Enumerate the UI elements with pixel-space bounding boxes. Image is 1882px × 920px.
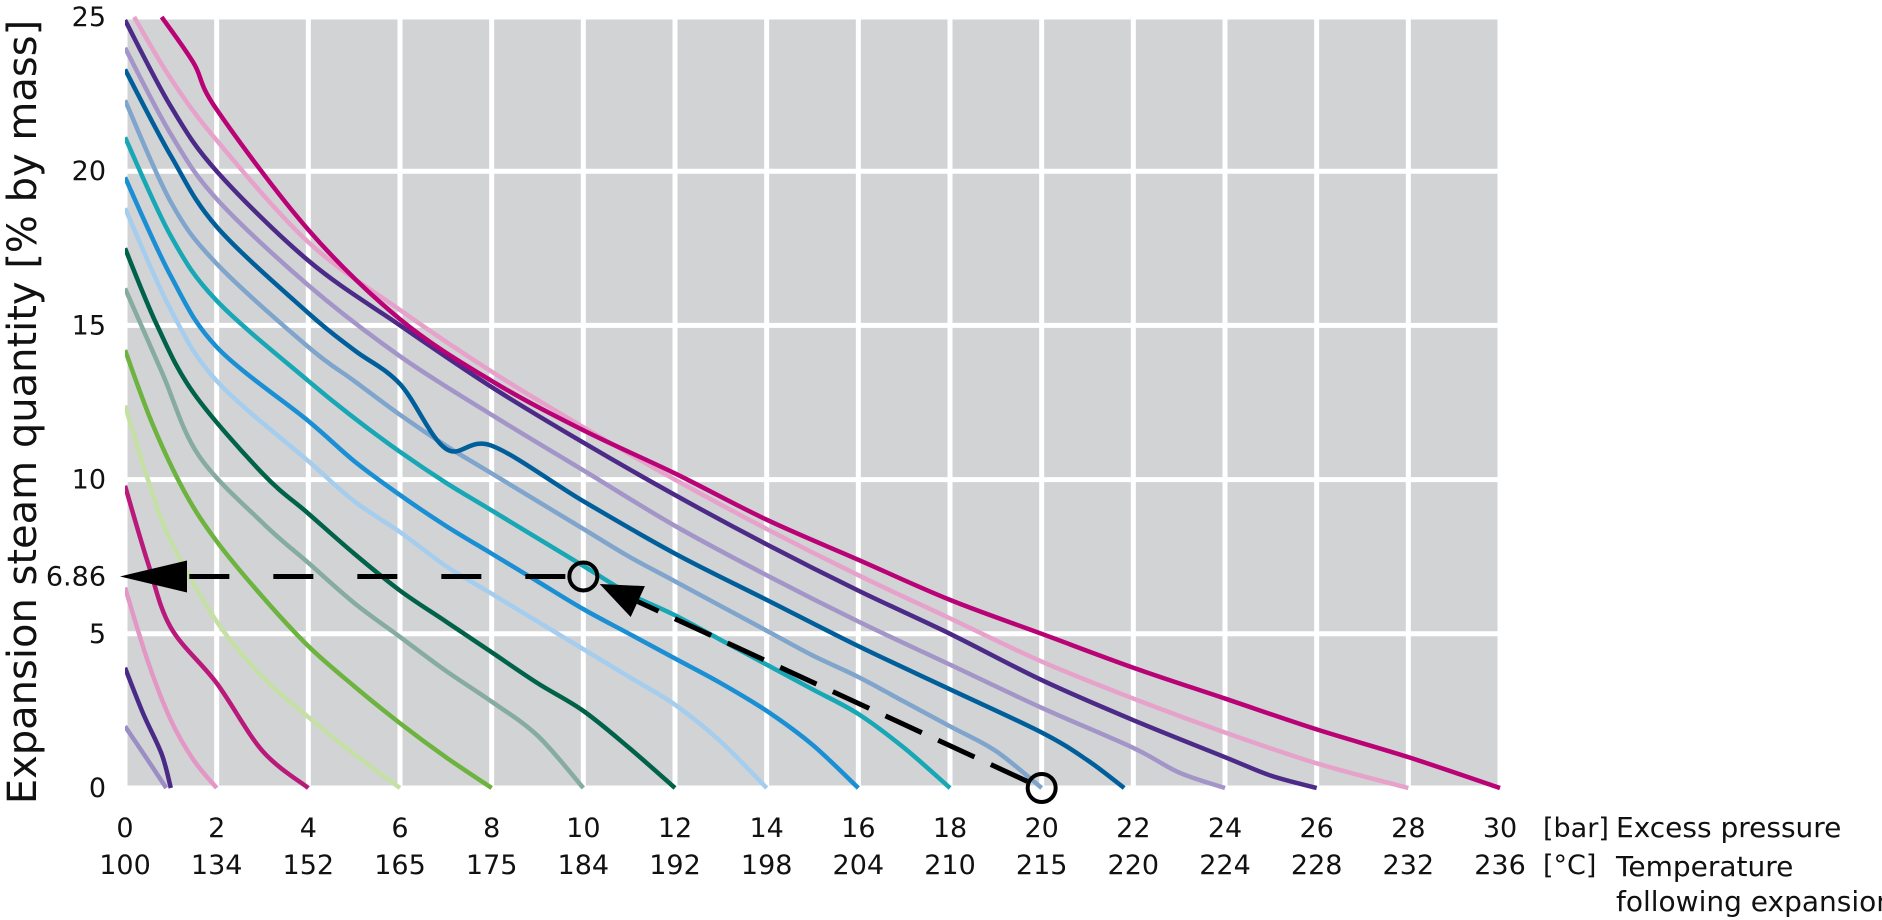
t-tick-label: 210 — [924, 850, 976, 881]
t-tick-label: 184 — [558, 850, 610, 881]
annotation-value-label: 6.86 — [46, 561, 106, 592]
series-line-11 — [125, 136, 952, 790]
series-line-3 — [125, 586, 219, 790]
series-line-6 — [125, 349, 493, 790]
horizontal-arrowhead — [120, 560, 187, 593]
t-tick-label: 175 — [466, 850, 518, 881]
x-axis-caption: Excess pressure — [1616, 811, 1841, 844]
series-line-1 — [125, 725, 169, 790]
y-tick-label: 25 — [72, 2, 106, 33]
annotation-guide: 6.86 — [46, 560, 1058, 804]
t-tick-label: 215 — [1016, 850, 1068, 881]
t-tick-label: 204 — [833, 850, 885, 881]
diagonal-arrowhead — [599, 583, 645, 618]
y-tick-label: 20 — [72, 156, 106, 187]
series-line-16 — [132, 15, 1409, 790]
t-tick-label: 152 — [283, 850, 335, 881]
series-line-10 — [125, 176, 860, 790]
x-tick-label: 8 — [483, 813, 500, 844]
series-line-2 — [125, 666, 174, 789]
t-tick-label: 232 — [1383, 850, 1435, 881]
x-tick-label: 24 — [1208, 813, 1242, 844]
series-line-8 — [125, 247, 677, 790]
y-tick-label: 10 — [72, 465, 106, 496]
series-curves — [125, 15, 1501, 790]
x-tick-label: 16 — [841, 813, 875, 844]
y-tick-labels: 0 5 10 15 20 25 — [72, 2, 106, 804]
t-unit-label: [°C] — [1543, 850, 1596, 881]
end-point-circle — [567, 560, 600, 593]
series-line-13 — [125, 68, 1126, 790]
t-tick-label: 220 — [1108, 850, 1160, 881]
x-tick-label: 28 — [1391, 813, 1425, 844]
t-tick-label: 165 — [374, 850, 426, 881]
x-tick-label: 10 — [566, 813, 600, 844]
series-line-17 — [159, 15, 1501, 790]
x-tick-label: 26 — [1299, 813, 1333, 844]
y-tick-label: 0 — [89, 773, 106, 804]
t-tick-label: 236 — [1474, 850, 1526, 881]
x-tick-label: 0 — [116, 813, 133, 844]
x-tick-label: 30 — [1483, 813, 1517, 844]
t-axis-caption-line1: Temperature — [1615, 850, 1793, 883]
t-tick-label: 228 — [1291, 850, 1343, 881]
t-axis-caption-line2: following expansion — [1616, 885, 1882, 918]
x-tick-labels: 0 2 4 6 8 10 12 14 16 18 20 22 24 26 28 30 — [116, 813, 1517, 844]
x-tick-label: 4 — [300, 813, 317, 844]
t-tick-label: 100 — [99, 850, 151, 881]
y-tick-label: 15 — [72, 310, 106, 341]
diagonal-dashed-line — [636, 599, 1029, 784]
x-unit-label: [bar] — [1543, 813, 1609, 844]
t-tick-label: 198 — [741, 850, 793, 881]
series-line-7 — [125, 287, 586, 790]
series-line-9 — [125, 207, 769, 790]
x-tick-label: 18 — [933, 813, 967, 844]
series-line-15 — [125, 19, 1318, 790]
t-tick-label: 224 — [1199, 850, 1251, 881]
x-tick-label: 6 — [391, 813, 408, 844]
x-tick-label: 2 — [208, 813, 225, 844]
x-tick-label: 12 — [658, 813, 692, 844]
x-tick-label: 20 — [1024, 813, 1058, 844]
y-tick-label: 5 — [89, 619, 106, 650]
series-line-5 — [125, 404, 402, 790]
series-line-4 — [125, 485, 310, 790]
x-tick-label: 22 — [1116, 813, 1150, 844]
series-line-14 — [125, 46, 1226, 790]
start-point-circle — [1025, 772, 1058, 804]
temperature-tick-labels: 100 134 152 165 175 184 192 198 204 210 215 220 224 2… — [99, 850, 1526, 881]
t-tick-label: 134 — [191, 850, 243, 881]
x-tick-label: 14 — [749, 813, 783, 844]
y-axis-title: Expansion steam quantity [% by mass] — [0, 20, 46, 804]
t-tick-label: 192 — [649, 850, 701, 881]
series-line-12 — [125, 99, 1044, 790]
plot-background — [125, 17, 1500, 788]
